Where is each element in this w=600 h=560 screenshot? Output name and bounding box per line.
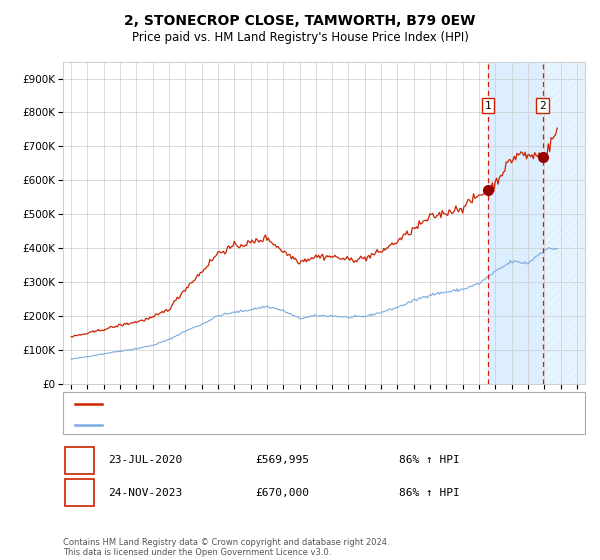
Text: 1: 1 — [76, 455, 83, 465]
Text: HPI: Average price, detached house, Tamworth: HPI: Average price, detached house, Tamw… — [108, 420, 367, 430]
Text: 23-JUL-2020: 23-JUL-2020 — [108, 455, 182, 465]
Text: Price paid vs. HM Land Registry's House Price Index (HPI): Price paid vs. HM Land Registry's House … — [131, 31, 469, 44]
Text: 86% ↑ HPI: 86% ↑ HPI — [399, 488, 460, 498]
Text: £569,995: £569,995 — [255, 455, 309, 465]
Text: £670,000: £670,000 — [255, 488, 309, 498]
Bar — [542, 62, 585, 384]
Text: 24-NOV-2023: 24-NOV-2023 — [108, 488, 182, 498]
Text: Contains HM Land Registry data © Crown copyright and database right 2024.
This d: Contains HM Land Registry data © Crown c… — [63, 538, 389, 557]
Text: 1: 1 — [485, 101, 491, 111]
Text: 86% ↑ HPI: 86% ↑ HPI — [399, 455, 460, 465]
Text: 2: 2 — [76, 488, 83, 498]
Text: 2, STONECROP CLOSE, TAMWORTH, B79 0EW (detached house): 2, STONECROP CLOSE, TAMWORTH, B79 0EW (d… — [108, 399, 425, 409]
Text: 2: 2 — [539, 101, 546, 111]
Bar — [488, 62, 542, 384]
Text: 2, STONECROP CLOSE, TAMWORTH, B79 0EW: 2, STONECROP CLOSE, TAMWORTH, B79 0EW — [124, 14, 476, 28]
